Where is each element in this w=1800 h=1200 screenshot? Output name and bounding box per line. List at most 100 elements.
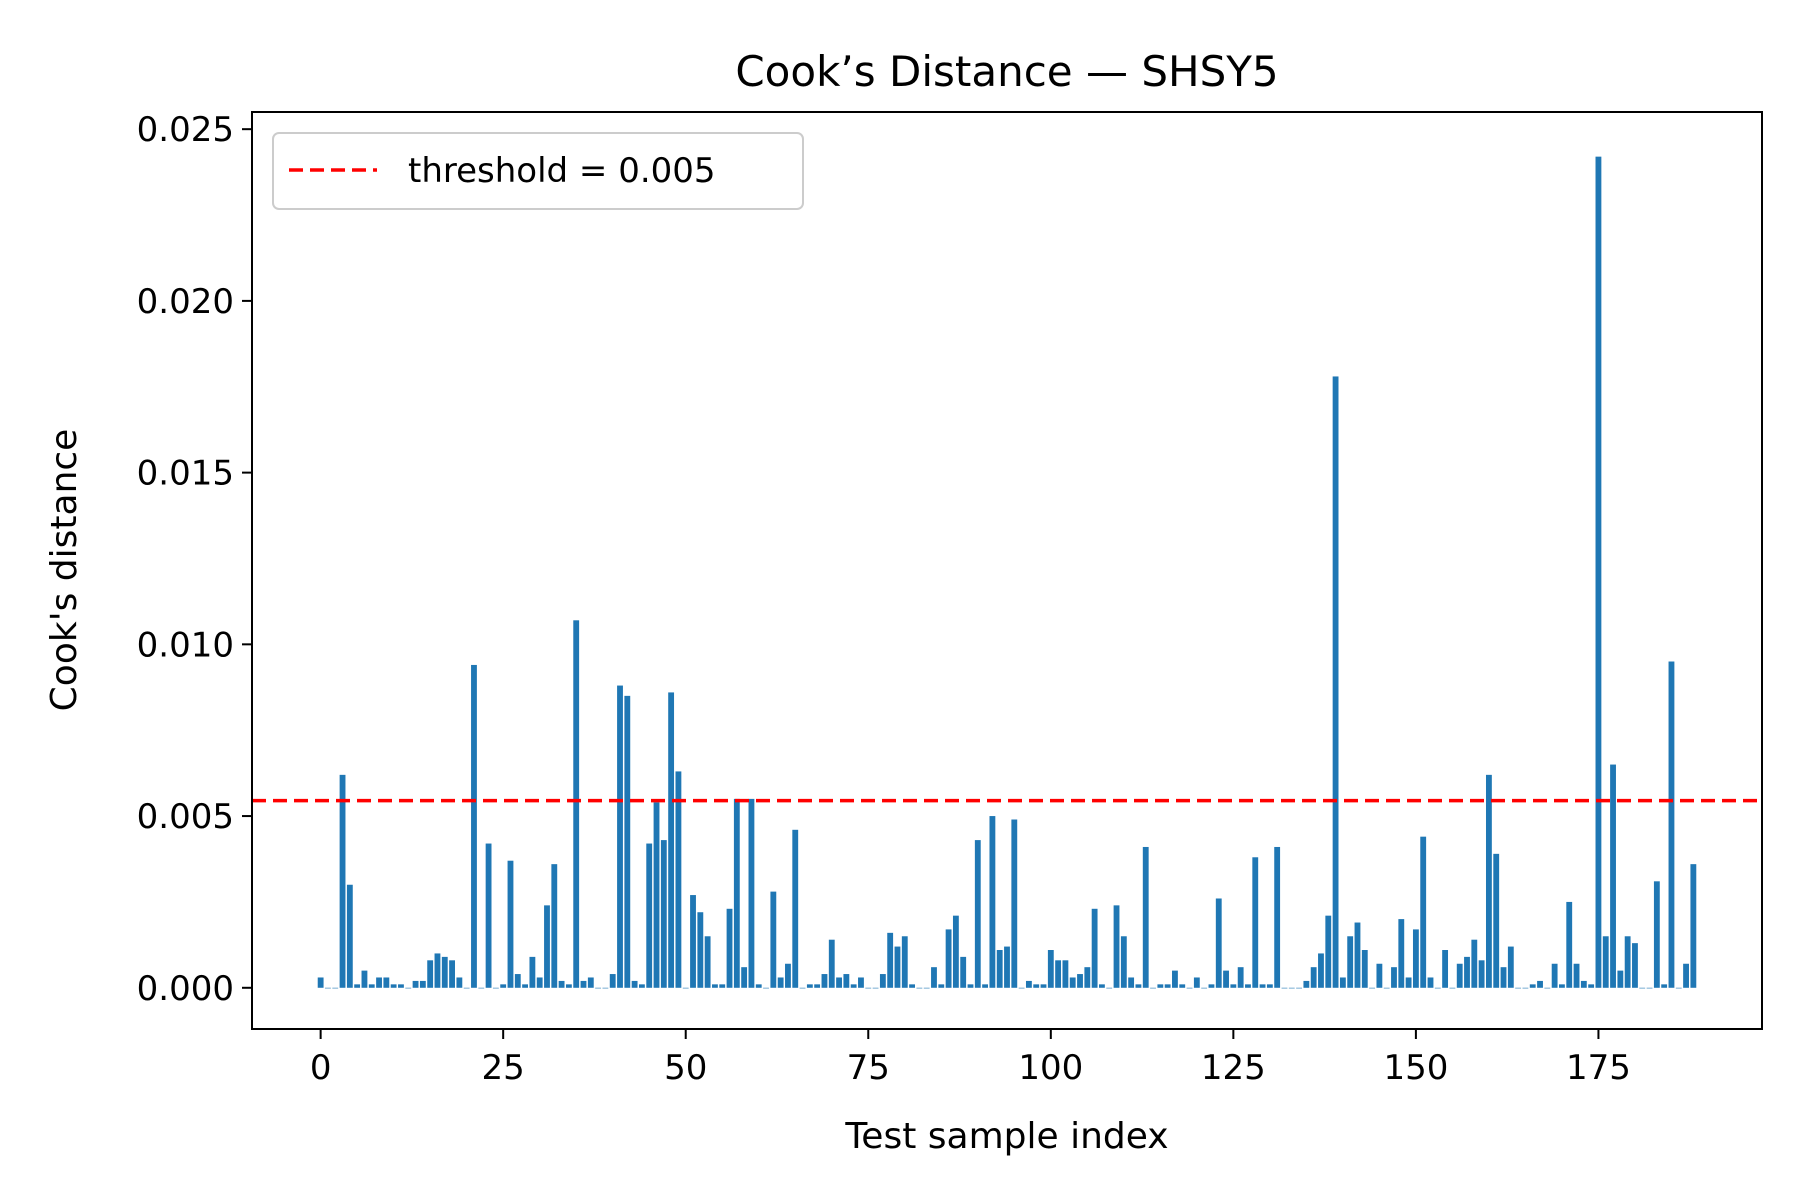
bar <box>682 987 689 989</box>
bar <box>1303 980 1310 988</box>
bar <box>1062 960 1069 988</box>
bar <box>368 984 375 988</box>
bar <box>1281 987 1288 989</box>
x-tick-label: 50 <box>664 1048 707 1088</box>
bar <box>814 984 821 988</box>
bar <box>858 977 864 988</box>
bar <box>1493 853 1500 988</box>
bar <box>1106 987 1113 989</box>
bar <box>1551 963 1558 988</box>
bar <box>879 974 886 988</box>
bar <box>1179 984 1186 988</box>
bar <box>763 987 769 989</box>
bar <box>1325 915 1332 988</box>
bar <box>1230 984 1237 988</box>
bar <box>960 956 967 988</box>
bar <box>996 950 1003 988</box>
bar <box>1624 936 1631 988</box>
bar <box>792 829 799 988</box>
x-tick-label: 100 <box>1018 1048 1083 1088</box>
bar <box>1099 984 1105 988</box>
bar <box>1033 984 1040 988</box>
bar <box>1646 987 1653 989</box>
bar <box>1405 977 1412 988</box>
bar <box>1113 905 1120 988</box>
bar <box>646 843 653 988</box>
bar <box>565 984 572 988</box>
bar <box>901 936 908 988</box>
bar <box>945 929 952 988</box>
bar <box>1464 956 1470 988</box>
bar <box>1047 950 1054 988</box>
bar <box>1164 984 1171 988</box>
bar <box>909 984 915 988</box>
bar <box>1040 984 1047 988</box>
x-tick-label: 175 <box>1566 1048 1631 1088</box>
bar <box>1018 987 1025 989</box>
bar <box>1683 963 1689 988</box>
bar <box>974 840 981 988</box>
bar <box>529 956 536 988</box>
bar <box>1288 987 1295 989</box>
bar <box>1675 987 1682 989</box>
bar <box>1055 960 1062 988</box>
bar <box>1471 939 1478 988</box>
bar <box>412 980 419 988</box>
bar <box>1420 836 1427 988</box>
legend-threshold-label: threshold = 0.005 <box>408 151 716 191</box>
bar <box>1172 970 1178 988</box>
bar <box>1610 764 1616 988</box>
bar <box>675 771 682 988</box>
bar <box>1274 846 1281 988</box>
bar <box>398 984 404 988</box>
bar <box>1391 967 1397 988</box>
bar <box>799 987 806 989</box>
y-tick-label: 0.015 <box>137 454 234 494</box>
bar <box>485 843 492 988</box>
bar <box>967 984 974 988</box>
y-tick-label: 0.000 <box>137 969 234 1009</box>
bar <box>631 980 638 988</box>
bar <box>1456 963 1463 988</box>
x-tick-label: 25 <box>482 1048 525 1088</box>
x-tick-label: 125 <box>1201 1048 1266 1088</box>
y-tick-label: 0.010 <box>137 625 234 665</box>
bar <box>1208 984 1215 988</box>
bar <box>1653 881 1660 988</box>
bar <box>843 974 850 988</box>
x-tick-label: 150 <box>1383 1048 1448 1088</box>
bar <box>821 974 828 988</box>
bar <box>1347 936 1354 988</box>
bar <box>923 987 930 989</box>
bar <box>449 960 455 988</box>
bar <box>1296 987 1302 989</box>
bar <box>478 987 485 989</box>
bar <box>1449 987 1456 989</box>
bar <box>580 980 587 988</box>
bar <box>733 798 740 988</box>
bar <box>354 984 361 988</box>
bar <box>1369 987 1376 989</box>
y-tick-label: 0.020 <box>137 282 234 322</box>
bar <box>785 963 791 988</box>
bar <box>748 798 755 988</box>
bar <box>434 953 441 988</box>
bar <box>514 974 521 988</box>
bar <box>741 967 748 988</box>
y-axis-ticks: 0.000 0.005 0.010 0.015 0.020 0.025 <box>137 110 252 1009</box>
bar <box>500 984 507 988</box>
bar <box>522 984 528 988</box>
plot-frame <box>251 111 1763 1030</box>
bar <box>916 987 923 989</box>
bar <box>361 970 368 988</box>
bar <box>1617 970 1624 988</box>
bar <box>1186 987 1193 989</box>
bar <box>952 915 959 988</box>
bar <box>719 984 726 988</box>
bar <box>1332 376 1339 988</box>
bar <box>1500 967 1507 988</box>
bar <box>456 977 463 988</box>
bar <box>471 664 477 988</box>
bar <box>690 895 696 988</box>
